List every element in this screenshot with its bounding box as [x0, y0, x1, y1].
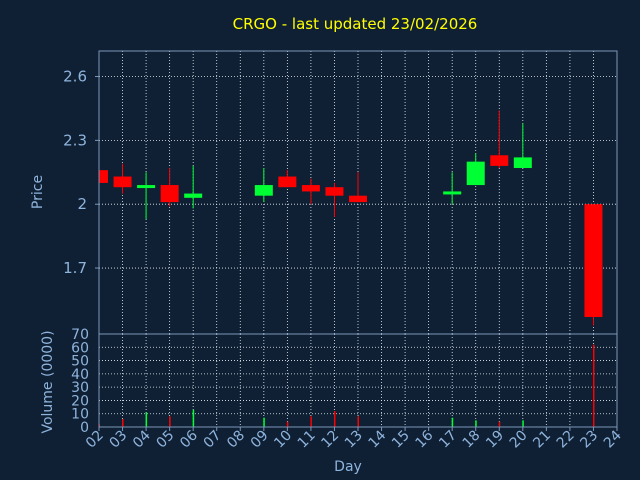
candle-body — [99, 170, 108, 183]
x-tick-label: 07 — [201, 428, 225, 452]
x-tick-label: 15 — [389, 428, 413, 452]
volume-bar — [145, 412, 148, 427]
volume-panel-border — [98, 333, 618, 428]
x-tick-label: 05 — [154, 428, 178, 452]
x-axis-label: Day — [334, 459, 362, 475]
x-tick-label: 09 — [248, 428, 272, 452]
x-tick-label: 12 — [318, 428, 342, 452]
x-tick-label: 17 — [436, 428, 460, 452]
volume-bar — [357, 416, 359, 427]
price-tick-label: 2 — [77, 195, 87, 213]
volume-bar — [122, 419, 124, 427]
volume-bar — [286, 421, 289, 427]
candle-body — [301, 185, 320, 192]
volume-tick-label: 70 — [71, 327, 89, 343]
candle-body — [443, 191, 462, 195]
volume-tick-label: 30 — [71, 380, 89, 396]
volume-panel-grid — [98, 334, 618, 427]
candle-body — [466, 161, 485, 186]
volume-bar — [333, 411, 336, 427]
x-tick-label: 18 — [460, 428, 484, 452]
price-tick-label: 1.7 — [63, 259, 87, 277]
volume-bar — [498, 421, 501, 427]
volume-tick-label: 0 — [80, 420, 89, 436]
candle-body — [137, 185, 156, 189]
x-tick-label: 06 — [177, 427, 201, 451]
x-tick-label: 10 — [271, 428, 295, 452]
volume-axis-label: Volume (0000) — [40, 330, 56, 433]
x-tick-label: 08 — [224, 428, 248, 452]
x-tick-label: 23 — [577, 428, 601, 452]
x-tick-label: 04 — [130, 427, 154, 451]
volume-tick-label: 60 — [71, 340, 89, 356]
x-tick-label: 24 — [601, 427, 625, 451]
volume-bar — [169, 416, 171, 427]
price-axis-label: Price — [30, 175, 46, 209]
volume-tick-label: 50 — [71, 354, 89, 370]
candle-body — [113, 176, 132, 188]
x-tick-label: 21 — [530, 428, 554, 452]
candle-body — [584, 204, 603, 317]
candle-body — [254, 185, 273, 196]
volume-tick-label: 10 — [71, 407, 89, 423]
price-candles — [99, 110, 603, 326]
candle-body — [490, 155, 509, 166]
x-tick-label: 13 — [342, 428, 366, 452]
x-tick-label: 03 — [106, 428, 130, 452]
volume-bar — [192, 409, 195, 427]
candle-body — [184, 193, 203, 198]
volume-bar — [451, 417, 454, 427]
x-tick-label: 19 — [483, 428, 507, 452]
candle-body — [325, 187, 344, 196]
candle-body — [160, 185, 179, 203]
x-tick-label: 16 — [413, 427, 437, 451]
volume-bar — [475, 420, 477, 427]
volume-bar — [310, 416, 312, 427]
chart-title: CRGO - last updated 23/02/2026 — [233, 15, 478, 33]
volume-bars — [98, 344, 595, 427]
volume-bar — [522, 420, 524, 427]
candle-body — [513, 157, 532, 169]
x-tick-label: 14 — [365, 427, 389, 451]
x-tick-label: 22 — [554, 428, 578, 452]
volume-tick-label: 40 — [71, 367, 89, 383]
x-tick-label: 11 — [295, 428, 319, 452]
volume-bar — [263, 417, 265, 427]
price-tick-label: 2.6 — [63, 68, 87, 86]
x-tick-label: 20 — [507, 428, 531, 452]
candle-body — [278, 176, 297, 188]
volume-tick-label: 20 — [71, 393, 89, 409]
price-tick-label: 2.3 — [63, 131, 87, 149]
candle-body — [349, 195, 367, 203]
volume-bar — [592, 344, 595, 427]
